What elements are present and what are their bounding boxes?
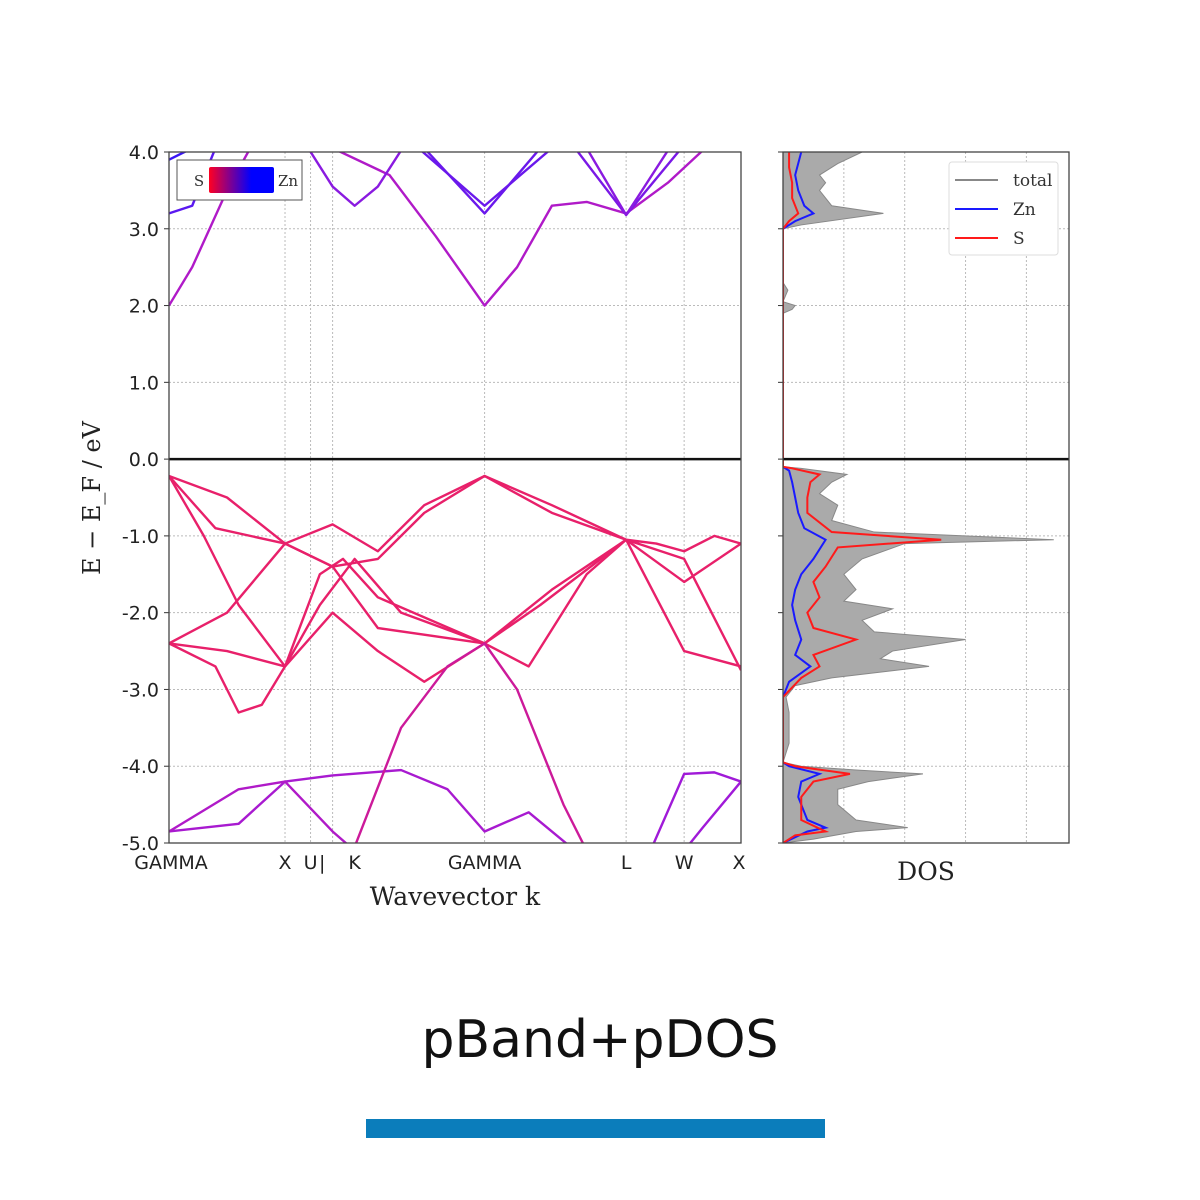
dos-legend (948, 161, 1059, 256)
kpoint-label: | (319, 852, 325, 874)
band-line (169, 780, 348, 843)
colorbar (209, 167, 274, 193)
colorbar-right-label: Zn (278, 172, 298, 190)
band-line (421, 152, 550, 207)
band-line (354, 642, 585, 843)
legend-label: total (1013, 171, 1052, 191)
band-line (169, 557, 486, 714)
ytick-label: -5.0 (122, 833, 159, 855)
kpoint-label: X (279, 852, 292, 874)
band-frame (168, 151, 742, 844)
dos-S-line (783, 152, 942, 843)
kpoint-label: L (621, 852, 632, 874)
dos-Zn-line (783, 152, 829, 843)
kpoint-label: W (675, 852, 694, 874)
ytick-label: 2.0 (129, 296, 159, 318)
band-line (169, 538, 741, 671)
ytick-label: 0.0 (129, 449, 159, 471)
band-line (587, 152, 669, 217)
band-line (169, 474, 741, 584)
legend-label: S (1013, 229, 1025, 249)
band-line (337, 152, 703, 307)
legend-label: Zn (1013, 200, 1036, 220)
kpoint-label: U (304, 852, 318, 874)
dos-total-area (783, 152, 1054, 843)
dos-frame (782, 151, 1070, 844)
band-line (169, 475, 741, 668)
ytick-label: -1.0 (122, 526, 159, 548)
band-line (688, 780, 741, 843)
colorbar-left-label: S (194, 172, 204, 190)
kpoint-label: GAMMA (134, 852, 208, 874)
ytick-label: 3.0 (129, 219, 159, 241)
ytick-label: 1.0 (129, 372, 159, 394)
kpoint-label: X (732, 852, 745, 874)
ytick-label: -4.0 (122, 756, 159, 778)
bands (169, 152, 741, 843)
ytick-label: -3.0 (122, 679, 159, 701)
band-line (309, 152, 402, 207)
band-line (169, 768, 568, 843)
band-line (652, 771, 741, 843)
kpoint-label: K (348, 852, 361, 874)
figure: 4.03.02.01.00.0-1.0-2.0-3.0-4.0-5.0GAMMA… (78, 142, 1070, 911)
x-axis-label: Wavevector k (370, 882, 541, 911)
caption: pBand+pDOS (421, 1010, 779, 1070)
band-line (169, 538, 627, 683)
band-line (169, 152, 188, 161)
y-axis-label: E − E_F / eV (78, 420, 106, 575)
ytick-label: -2.0 (122, 603, 159, 625)
accent-bar (366, 1119, 825, 1138)
dos-curves (783, 152, 1054, 843)
dos-x-label: DOS (897, 857, 955, 886)
kpoint-label: GAMMA (448, 852, 522, 874)
ytick-label: 4.0 (129, 142, 159, 164)
